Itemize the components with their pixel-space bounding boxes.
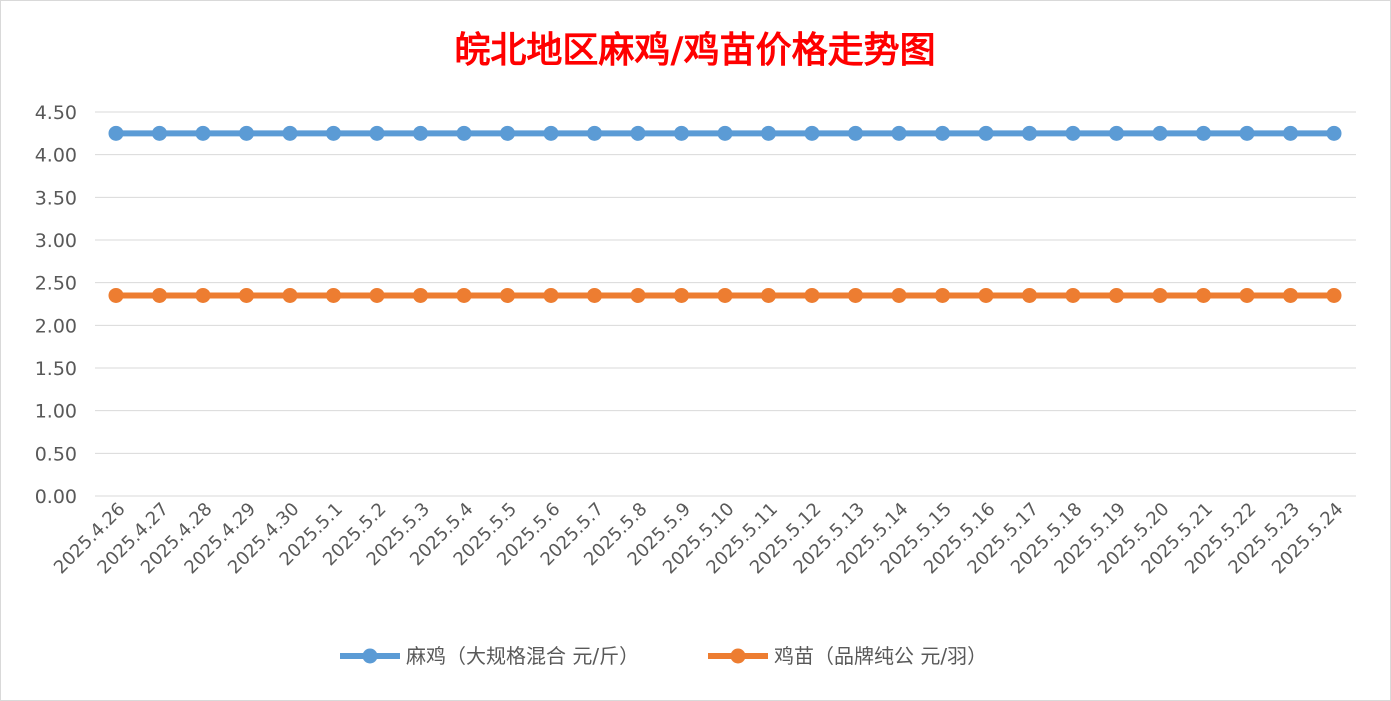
data-point	[630, 287, 646, 303]
data-point	[978, 287, 994, 303]
x-axis-tick-labels: 2025.4.262025.4.272025.4.282025.4.292025…	[50, 499, 1348, 579]
data-point	[369, 125, 385, 141]
data-point	[282, 287, 298, 303]
y-tick-label: 3.00	[35, 230, 77, 252]
data-point	[1065, 287, 1081, 303]
data-point	[761, 125, 776, 141]
data-point	[195, 125, 211, 141]
legend-marker	[730, 648, 746, 664]
data-point	[1152, 287, 1168, 303]
data-point	[108, 125, 124, 141]
y-tick-label: 2.00	[35, 315, 77, 337]
y-tick-label: 4.00	[35, 145, 77, 167]
data-point	[500, 287, 515, 303]
data-point	[326, 287, 341, 303]
data-point	[978, 125, 994, 141]
data-point	[369, 287, 385, 303]
y-tick-label: 3.50	[35, 187, 77, 209]
chart-title: 皖北地区麻鸡/鸡苗价格走势图	[454, 30, 935, 71]
series-1	[108, 287, 1342, 303]
data-point	[804, 287, 820, 303]
data-point	[935, 125, 950, 141]
y-tick-label: 0.00	[35, 486, 77, 508]
data-point	[152, 125, 167, 141]
data-point	[761, 287, 776, 303]
y-tick-label: 1.50	[35, 358, 77, 380]
y-tick-label: 4.50	[35, 102, 77, 124]
data-point	[804, 125, 820, 141]
series-0	[108, 125, 1342, 141]
data-point	[935, 287, 950, 303]
data-point	[674, 125, 689, 141]
data-point	[326, 125, 341, 141]
legend-label: 鸡苗（品牌纯公 元/羽）	[774, 644, 987, 668]
data-point	[456, 125, 472, 141]
legend-label: 麻鸡（大规格混合 元/斤）	[406, 644, 639, 668]
y-tick-label: 0.50	[35, 443, 77, 465]
legend-item: 麻鸡（大规格混合 元/斤）	[340, 644, 639, 668]
data-point	[500, 125, 515, 141]
data-point	[1239, 125, 1255, 141]
data-point	[1065, 125, 1081, 141]
data-point	[630, 125, 646, 141]
data-point	[674, 287, 689, 303]
data-point	[543, 125, 559, 141]
data-point	[587, 287, 602, 303]
data-point	[1109, 287, 1124, 303]
y-tick-label: 2.50	[35, 273, 77, 295]
data-point	[456, 287, 472, 303]
data-point	[1196, 287, 1211, 303]
data-point	[195, 287, 211, 303]
data-point	[1022, 287, 1037, 303]
data-point	[717, 287, 733, 303]
data-point	[891, 125, 907, 141]
data-point	[1283, 125, 1298, 141]
data-point	[543, 287, 559, 303]
data-point	[108, 287, 124, 303]
y-axis-tick-labels: 0.00 0.50 1.00 1.50 2.00 2.50 3.00 3.50 4.00 4.50	[35, 102, 77, 508]
data-point	[891, 287, 907, 303]
data-point	[1152, 125, 1168, 141]
data-point	[848, 125, 863, 141]
data-point	[1283, 287, 1298, 303]
data-point	[1196, 125, 1211, 141]
data-point	[1326, 287, 1342, 303]
legend-item: 鸡苗（品牌纯公 元/羽）	[708, 644, 987, 668]
data-point	[587, 125, 602, 141]
legend: 麻鸡（大规格混合 元/斤） 鸡苗（品牌纯公 元/羽）	[340, 644, 987, 668]
data-point	[848, 287, 863, 303]
y-tick-label: 1.00	[35, 401, 77, 423]
data-point	[1109, 125, 1124, 141]
data-point	[282, 125, 298, 141]
data-point	[1022, 125, 1037, 141]
data-point	[1326, 125, 1342, 141]
data-point	[717, 125, 733, 141]
data-point	[413, 287, 428, 303]
data-point	[239, 287, 254, 303]
data-point	[1239, 287, 1255, 303]
data-point	[413, 125, 428, 141]
series-lines	[108, 125, 1342, 303]
data-point	[152, 287, 167, 303]
legend-marker	[362, 648, 378, 664]
gridlines	[95, 111, 1356, 497]
data-point	[239, 125, 254, 141]
